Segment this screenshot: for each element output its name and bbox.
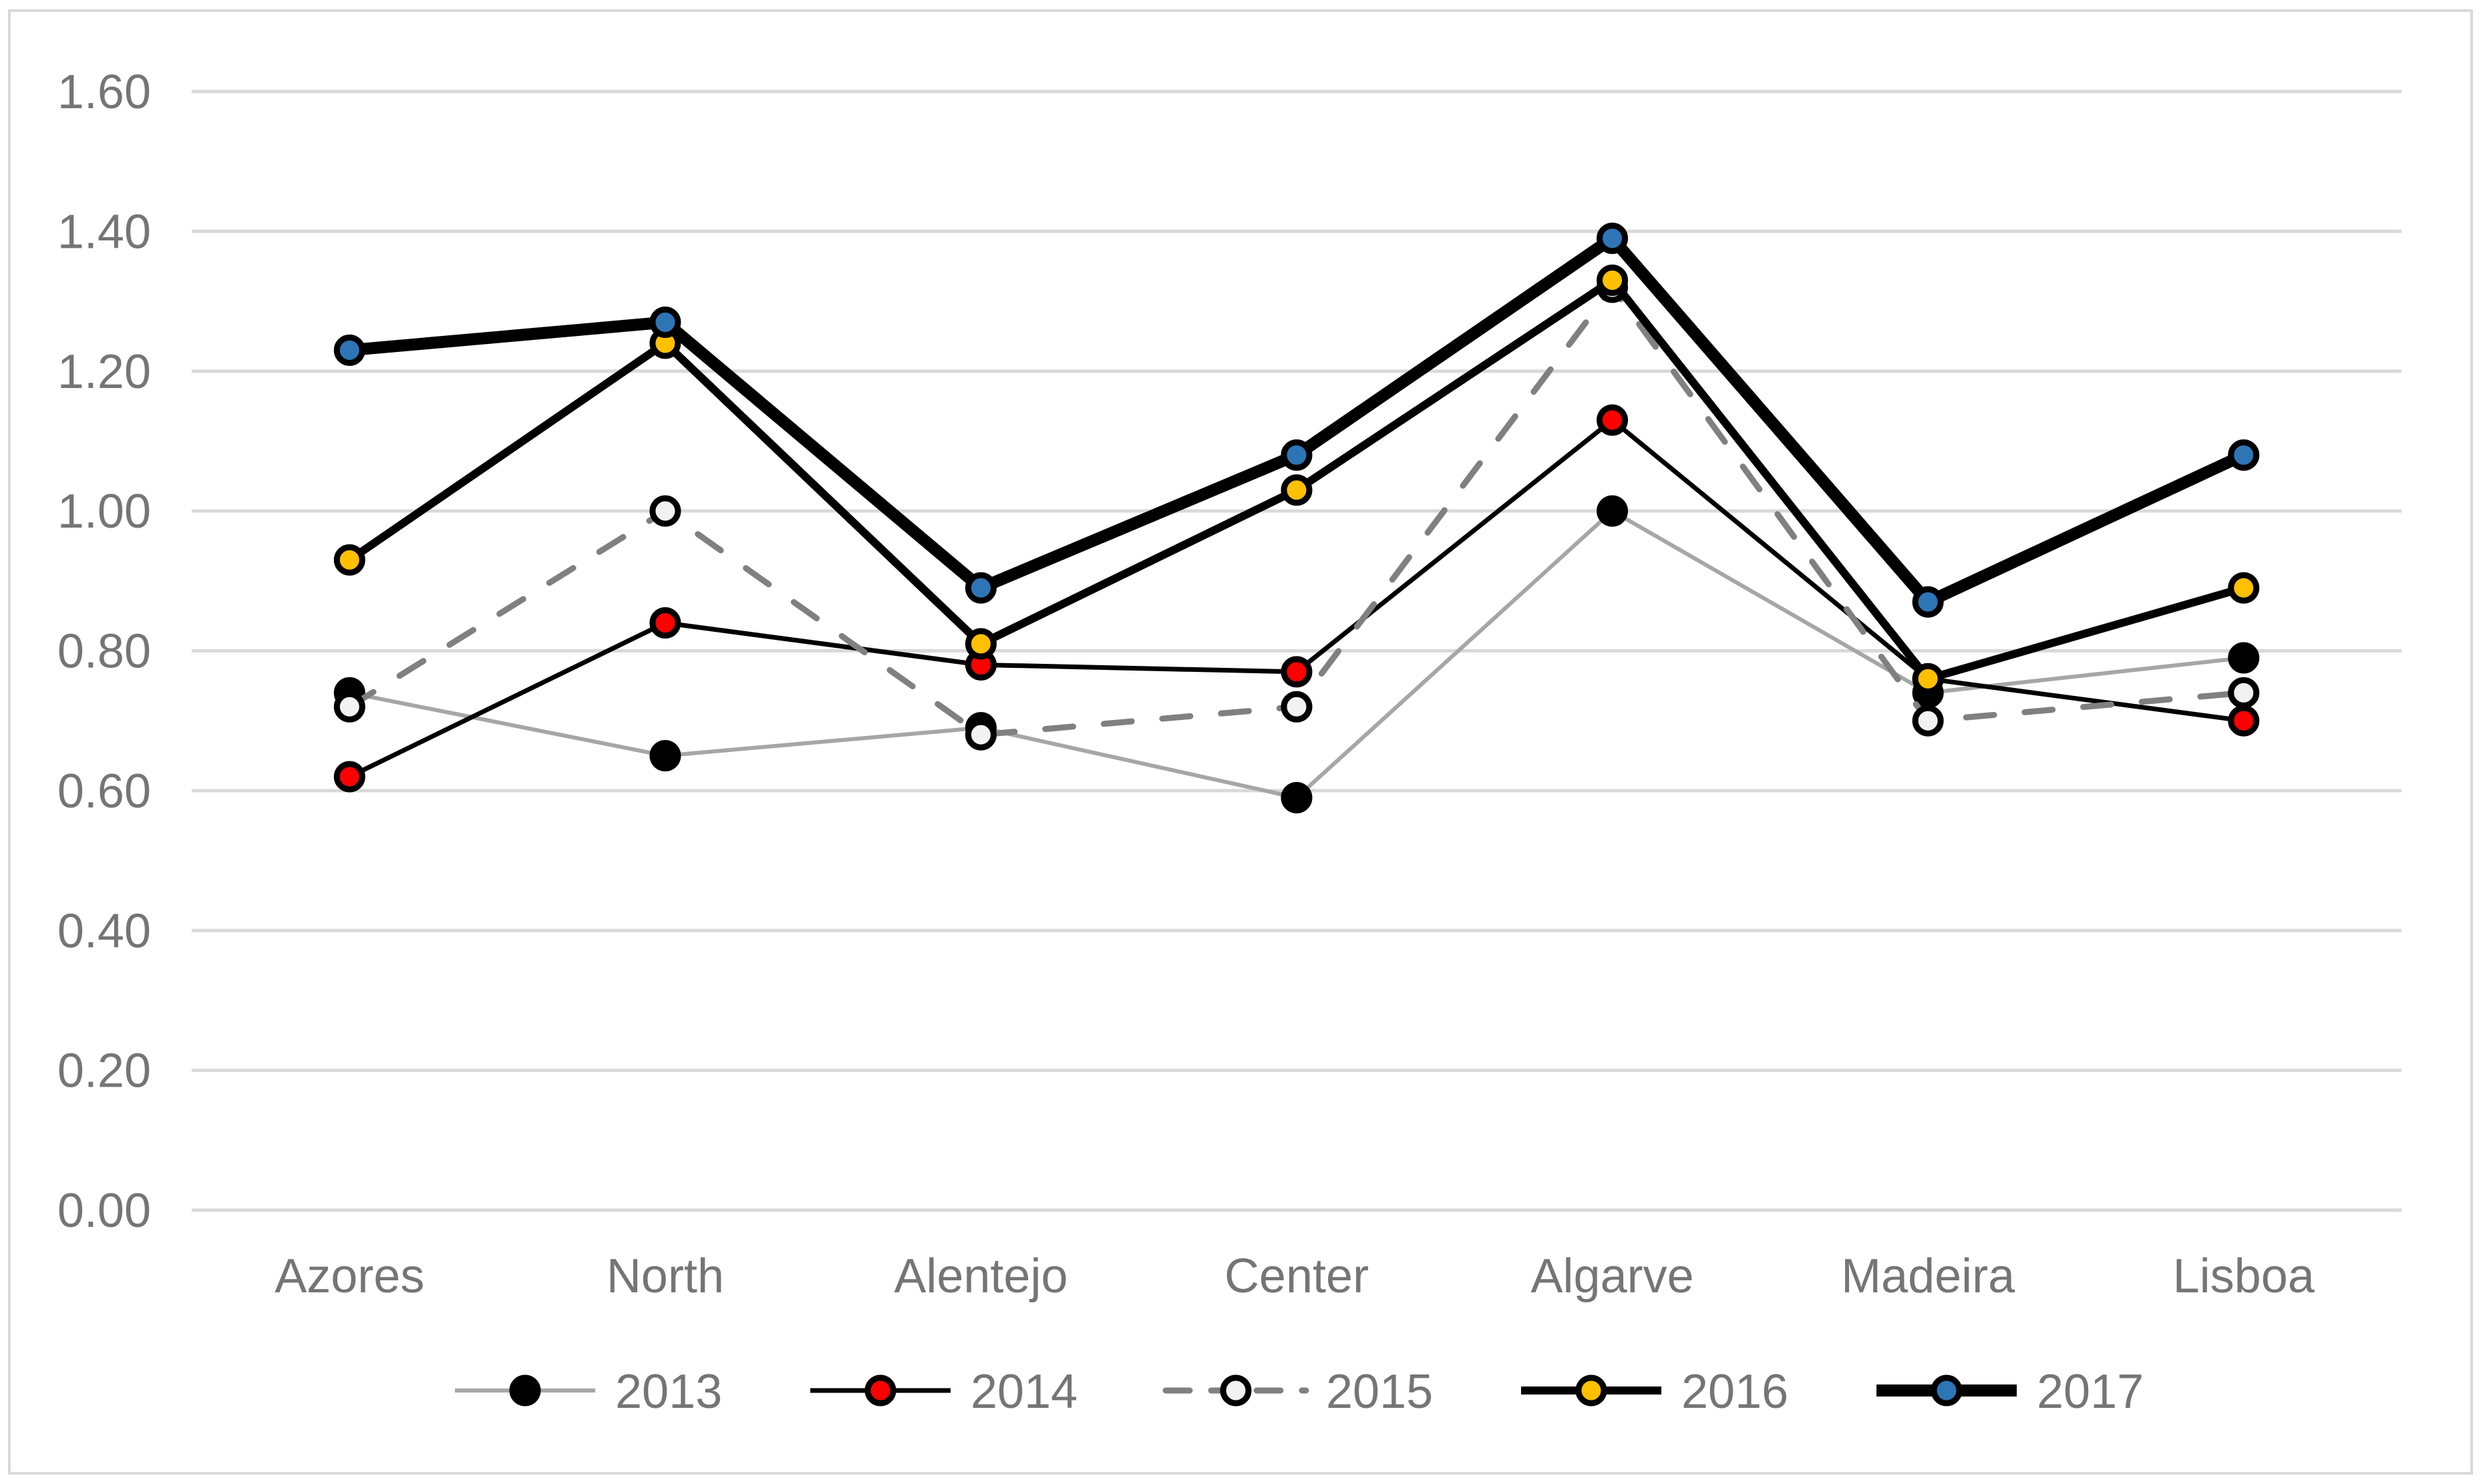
x-axis-label: Algarve xyxy=(1531,1250,1694,1303)
data-point-2015-Center xyxy=(1281,691,1313,723)
data-point-2017-Algarve xyxy=(1597,222,1629,254)
legend: 2013 2014 2015 2016 2017 xyxy=(455,1365,2144,1419)
chart-border xyxy=(8,9,2473,1475)
data-point-2015-Alentejo xyxy=(965,719,997,751)
y-axis-tick-label: 1.60 xyxy=(57,65,151,119)
legend-item-2013: 2013 xyxy=(455,1365,722,1419)
legend-label: 2015 xyxy=(1326,1365,1433,1419)
y-axis-tick-label: 0.20 xyxy=(57,1045,151,1098)
data-point-2014-Algarve xyxy=(1597,404,1629,436)
data-point-2015-Azores xyxy=(333,691,365,723)
y-axis-tick-label: 0.80 xyxy=(57,625,151,679)
x-axis-label: Center xyxy=(1224,1250,1369,1303)
y-axis-tick-label: 0.60 xyxy=(57,765,151,818)
data-point-2013-Lisboa xyxy=(2228,642,2260,674)
data-point-2016-Center xyxy=(1281,474,1313,506)
data-point-2016-Alentejo xyxy=(965,628,997,660)
legend-label: 2013 xyxy=(615,1365,722,1419)
y-axis-tick-label: 0.40 xyxy=(57,904,151,958)
y-axis-tick-label: 0.00 xyxy=(57,1184,151,1238)
x-axis-labels-group: Azores North Alentejo Center Algarve Madeira L… xyxy=(275,1250,2315,1303)
y-axis-labels-group: 0.00 0.20 0.40 0.60 0.80 1.00 1.20 1.40 1.60 xyxy=(57,65,151,1238)
legend-marker-2016 xyxy=(1575,1374,1607,1407)
data-point-2013-Algarve xyxy=(1597,495,1629,527)
data-point-2014-Azores xyxy=(333,761,365,793)
x-axis-label: Alentejo xyxy=(894,1250,1067,1303)
x-axis-label: North xyxy=(607,1250,724,1303)
data-point-2017-Alentejo xyxy=(965,572,997,604)
series-2017 xyxy=(333,222,2260,618)
x-axis-label: Azores xyxy=(275,1250,424,1303)
data-point-2017-Center xyxy=(1281,439,1313,471)
data-point-2016-Azores xyxy=(333,544,365,576)
y-axis-tick-label: 1.00 xyxy=(57,485,151,538)
series-2016 xyxy=(333,264,2260,695)
data-point-2015-Lisboa xyxy=(2228,677,2260,709)
legend-item-2014: 2014 xyxy=(810,1365,1078,1419)
data-point-2014-North xyxy=(649,607,681,639)
data-point-2013-North xyxy=(649,740,681,772)
data-point-2014-Lisboa xyxy=(2228,705,2260,737)
data-point-2015-Madeira xyxy=(1912,705,1944,737)
y-axis-tick-label: 1.40 xyxy=(57,205,151,258)
legend-marker-2017 xyxy=(1931,1374,1963,1407)
legend-item-2017: 2017 xyxy=(1876,1365,2144,1419)
x-axis-label: Lisboa xyxy=(2173,1250,2315,1303)
data-point-2017-Azores xyxy=(333,334,365,366)
legend-label: 2017 xyxy=(2037,1365,2144,1419)
legend-marker-2015 xyxy=(1220,1374,1252,1407)
legend-item-2016: 2016 xyxy=(1521,1365,1788,1419)
data-point-2017-Madeira xyxy=(1912,586,1944,618)
data-point-2017-Lisboa xyxy=(2228,439,2260,471)
legend-label: 2014 xyxy=(971,1365,1078,1419)
data-point-2016-Lisboa xyxy=(2228,572,2260,604)
legend-item-2015: 2015 xyxy=(1162,1365,1433,1419)
data-point-2014-Center xyxy=(1281,656,1313,688)
legend-label: 2016 xyxy=(1681,1365,1788,1419)
gridlines-group xyxy=(192,89,2402,1212)
x-axis-label: Madeira xyxy=(1841,1250,2015,1303)
data-point-2015-North xyxy=(649,495,681,527)
data-point-2016-Madeira xyxy=(1912,663,1944,695)
data-point-2013-Center xyxy=(1281,781,1313,813)
data-point-2016-Algarve xyxy=(1597,264,1629,297)
data-point-2017-North xyxy=(649,306,681,338)
legend-marker-2014 xyxy=(864,1374,896,1407)
y-axis-tick-label: 1.20 xyxy=(57,345,151,399)
legend-marker-2013 xyxy=(509,1374,541,1407)
